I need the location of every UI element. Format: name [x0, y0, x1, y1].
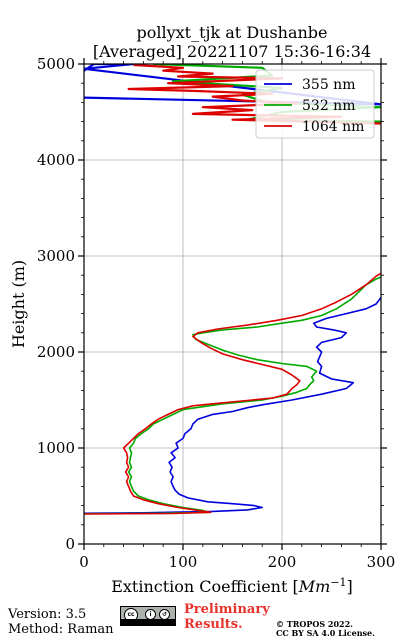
- legend-box: [255, 69, 375, 139]
- copyright-line2: CC BY SA 4.0 License.: [276, 628, 375, 638]
- series-upper-1064-nm: [127, 64, 381, 125]
- y-tick-label: 5000: [37, 55, 75, 73]
- legend-label-1064-nm: 1064 nm: [302, 119, 364, 135]
- series-line-1064-nm: [84, 272, 381, 515]
- x-axis-label: Extinction Coefficient [Mm−1]: [111, 576, 353, 596]
- series-line-355-nm: [84, 296, 381, 515]
- x-tick-label: 0: [79, 553, 89, 571]
- copyright-line1: © TROPOS 2022.: [276, 619, 353, 629]
- cc-badge-bar: [121, 619, 175, 625]
- plot-frame: [83, 63, 382, 545]
- y-tick-label: 1000: [37, 439, 75, 457]
- x-tick-label: 300: [367, 553, 396, 571]
- series-line-532-nm: [84, 276, 381, 515]
- preliminary-results-note: Preliminary Results.: [184, 602, 270, 632]
- x-tick-label: 200: [268, 553, 297, 571]
- y-tick-label: 4000: [37, 151, 75, 169]
- y-tick-label: 0: [65, 535, 75, 553]
- version-text: Version: 3.5: [8, 607, 87, 622]
- preliminary-line2: Results.: [184, 617, 243, 632]
- chart-title-line2: [Averaged] 20221107 15:36-16:34: [93, 42, 371, 61]
- legend-label-355-nm: 355 nm: [302, 77, 355, 93]
- copyright-note: © TROPOS 2022. CC BY SA 4.0 License.: [276, 620, 375, 638]
- cc-license-badge: cc i ↺: [120, 606, 176, 626]
- method-text: Method: Raman: [8, 622, 114, 637]
- x-tick-label: 100: [169, 553, 198, 571]
- preliminary-line1: Preliminary: [184, 602, 270, 617]
- y-axis-label: Height (m): [9, 260, 28, 348]
- legend-label-532-nm: 532 nm: [302, 98, 355, 114]
- legend: 355 nm 532 nm 1064 nm: [255, 69, 375, 139]
- y-tick-label: 3000: [37, 247, 75, 265]
- y-tick-label: 2000: [37, 343, 75, 361]
- chart-title-line1: pollyxt_tjk at Dushanbe: [136, 23, 327, 42]
